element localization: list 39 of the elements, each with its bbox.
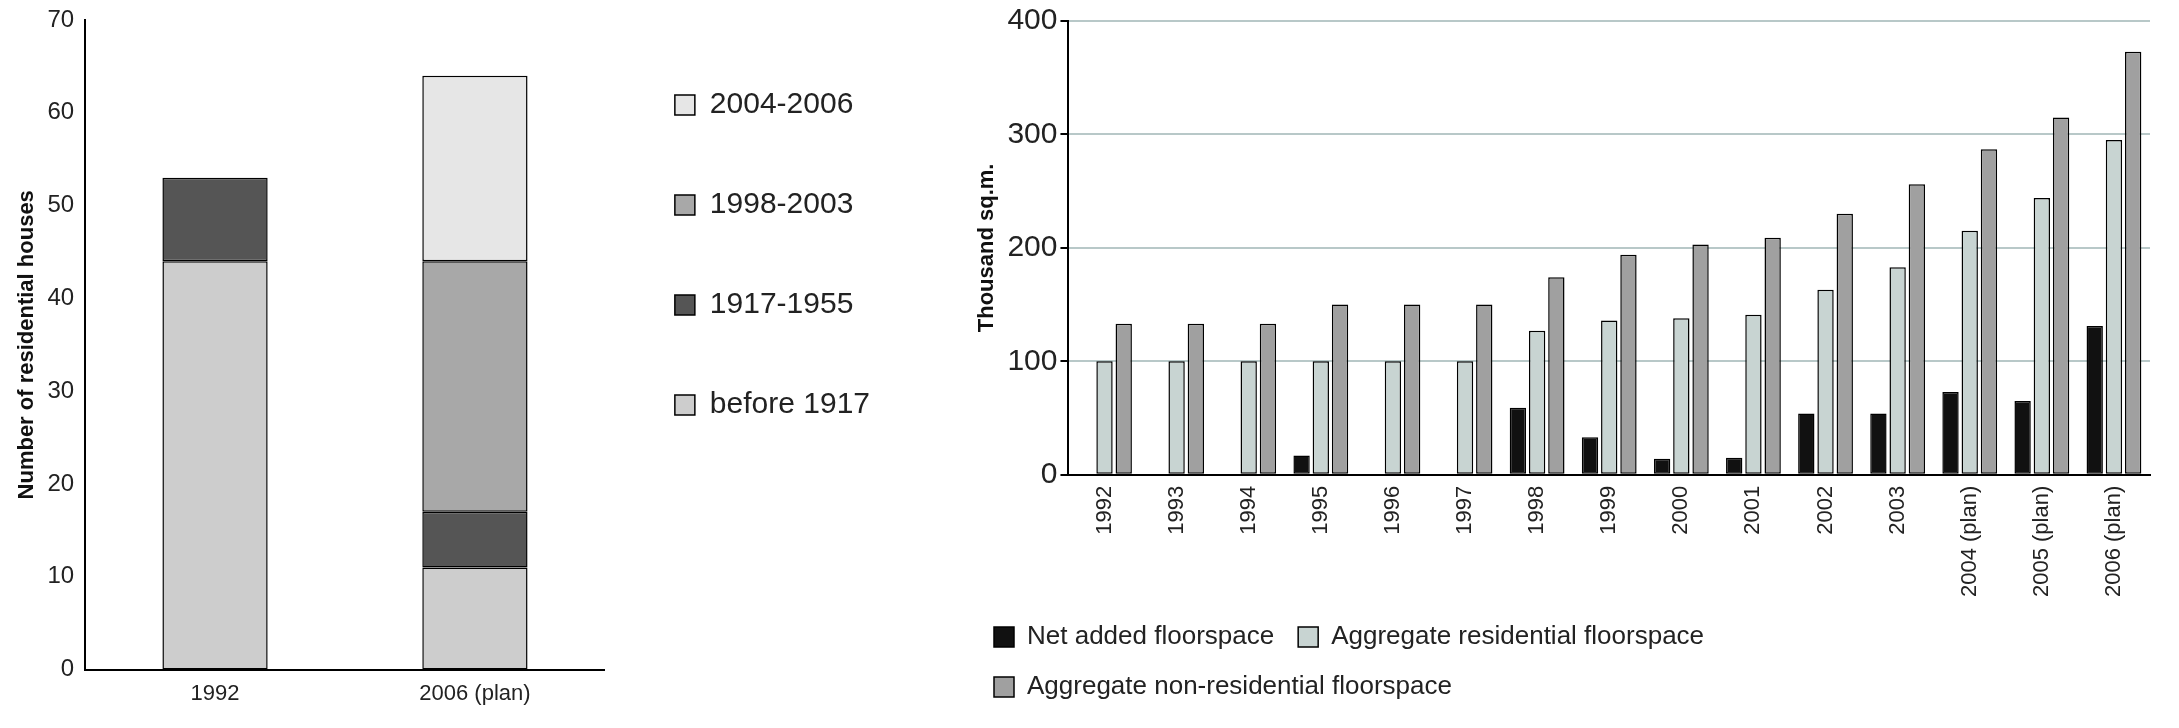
y-tick-label: 70 bbox=[47, 4, 75, 32]
y-tick-label: 200 bbox=[1007, 229, 1058, 263]
legend-label: 2004-2006 bbox=[709, 86, 854, 120]
legend-label: Aggregate residential floorspace bbox=[1331, 620, 1705, 651]
x-tick-label: 1994 bbox=[1234, 485, 1260, 535]
y-tick-label: 100 bbox=[1007, 342, 1058, 376]
y-axis-title: Number of residential houses bbox=[13, 190, 39, 500]
y-tick-label: 50 bbox=[47, 190, 75, 218]
legend-label: 1998-2003 bbox=[709, 186, 854, 220]
y-tick-label: 0 bbox=[60, 654, 75, 682]
y-tick-label: 0 bbox=[1040, 455, 1058, 489]
y-tick-label: 40 bbox=[47, 283, 75, 311]
x-tick-label: 2006 (plan) bbox=[419, 679, 531, 705]
y-axis-title: Thousand sq.m. bbox=[973, 163, 999, 333]
x-tick-label: 2002 bbox=[1811, 485, 1837, 535]
x-tick-label: 1992 bbox=[1090, 485, 1116, 535]
y-tick-label: 10 bbox=[47, 561, 75, 589]
y-tick-label: 300 bbox=[1007, 115, 1058, 149]
legend-label: 1917-1955 bbox=[709, 286, 854, 320]
x-tick-label: 1997 bbox=[1451, 485, 1477, 535]
x-tick-label: 2005 (plan) bbox=[2027, 485, 2053, 598]
x-tick-label: 1993 bbox=[1162, 485, 1188, 535]
x-tick-label: 2006 (plan) bbox=[2100, 485, 2126, 598]
x-tick-label: 1995 bbox=[1306, 485, 1332, 535]
legend-label: before 1917 bbox=[709, 386, 870, 420]
legend-label: Net added floorspace bbox=[1027, 620, 1275, 651]
x-tick-label: 2003 bbox=[1883, 485, 1909, 535]
x-tick-label: 2004 (plan) bbox=[1955, 485, 1981, 598]
y-tick-label: 400 bbox=[1007, 2, 1058, 36]
x-tick-label: 2000 bbox=[1667, 485, 1693, 535]
y-tick-label: 20 bbox=[47, 468, 75, 496]
y-tick-label: 60 bbox=[47, 97, 75, 125]
y-tick-label: 30 bbox=[47, 375, 75, 403]
x-tick-label: 1999 bbox=[1595, 485, 1621, 535]
x-tick-label: 1996 bbox=[1378, 485, 1404, 535]
legend-label: Aggregate non-residential floorspace bbox=[1027, 670, 1452, 701]
x-tick-label: 1998 bbox=[1523, 485, 1549, 535]
x-tick-label: 1992 bbox=[190, 679, 240, 705]
x-tick-label: 2001 bbox=[1739, 485, 1765, 535]
